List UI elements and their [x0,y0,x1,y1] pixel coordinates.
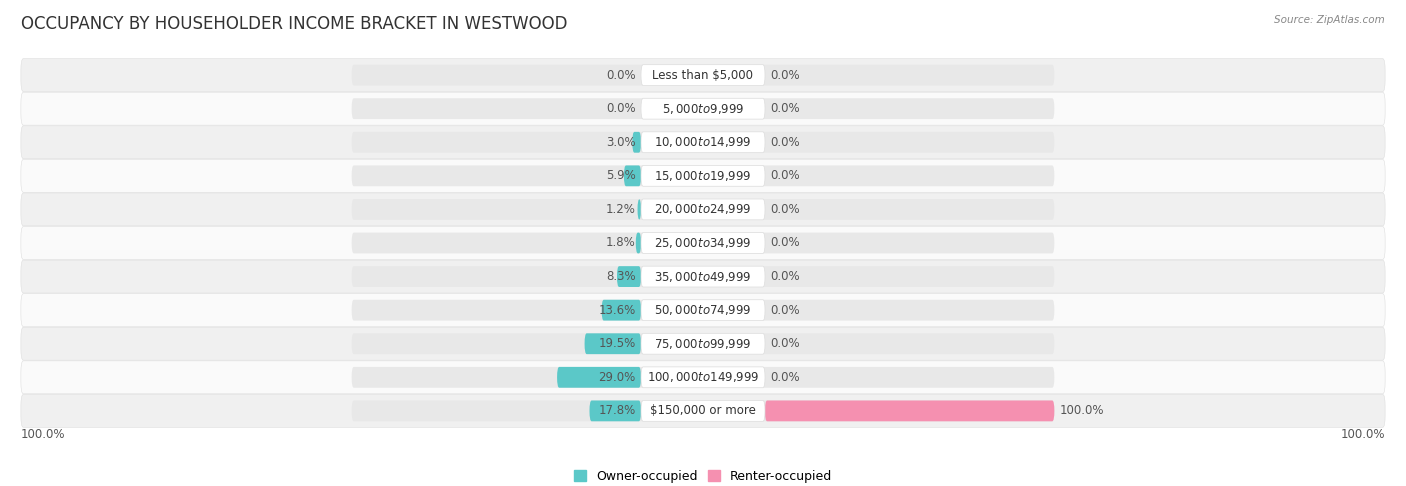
FancyBboxPatch shape [21,92,1385,125]
Text: 0.0%: 0.0% [770,304,800,317]
Text: $15,000 to $19,999: $15,000 to $19,999 [654,169,752,183]
Text: 1.8%: 1.8% [606,237,636,249]
Text: Less than $5,000: Less than $5,000 [652,69,754,82]
FancyBboxPatch shape [624,165,641,186]
Text: 19.5%: 19.5% [598,337,636,350]
Text: 8.3%: 8.3% [606,270,636,283]
FancyBboxPatch shape [21,159,1385,192]
FancyBboxPatch shape [21,395,1385,427]
FancyBboxPatch shape [352,400,1054,421]
Text: 0.0%: 0.0% [770,371,800,384]
FancyBboxPatch shape [641,98,765,119]
FancyBboxPatch shape [352,367,1054,388]
FancyBboxPatch shape [641,165,765,186]
Text: 0.0%: 0.0% [770,102,800,115]
FancyBboxPatch shape [641,199,765,220]
Text: $75,000 to $99,999: $75,000 to $99,999 [654,337,752,351]
FancyBboxPatch shape [352,98,1054,119]
Text: 100.0%: 100.0% [1060,404,1104,417]
Text: 13.6%: 13.6% [598,304,636,317]
FancyBboxPatch shape [352,132,1054,153]
FancyBboxPatch shape [21,59,1385,91]
Text: $150,000 or more: $150,000 or more [650,404,756,417]
FancyBboxPatch shape [633,132,641,153]
FancyBboxPatch shape [352,199,1054,220]
FancyBboxPatch shape [641,65,765,86]
FancyBboxPatch shape [641,333,765,354]
FancyBboxPatch shape [602,300,641,321]
FancyBboxPatch shape [21,126,1385,159]
FancyBboxPatch shape [617,266,641,287]
FancyBboxPatch shape [637,199,641,220]
Text: $50,000 to $74,999: $50,000 to $74,999 [654,303,752,317]
Text: $20,000 to $24,999: $20,000 to $24,999 [654,203,752,216]
Text: Source: ZipAtlas.com: Source: ZipAtlas.com [1274,15,1385,25]
Text: $35,000 to $49,999: $35,000 to $49,999 [654,270,752,283]
FancyBboxPatch shape [352,165,1054,186]
Text: $100,000 to $149,999: $100,000 to $149,999 [647,370,759,384]
Text: 0.0%: 0.0% [606,69,636,82]
Text: 0.0%: 0.0% [770,270,800,283]
FancyBboxPatch shape [352,65,1054,86]
FancyBboxPatch shape [641,132,765,153]
FancyBboxPatch shape [765,400,1054,421]
Text: 0.0%: 0.0% [770,337,800,350]
Text: 100.0%: 100.0% [21,428,66,441]
Text: 3.0%: 3.0% [606,136,636,149]
Text: 5.9%: 5.9% [606,169,636,182]
FancyBboxPatch shape [21,193,1385,226]
FancyBboxPatch shape [589,400,641,421]
FancyBboxPatch shape [21,327,1385,360]
FancyBboxPatch shape [641,300,765,321]
Text: 0.0%: 0.0% [770,203,800,216]
Text: 0.0%: 0.0% [606,102,636,115]
FancyBboxPatch shape [21,260,1385,293]
Text: 0.0%: 0.0% [770,169,800,182]
Text: 0.0%: 0.0% [770,237,800,249]
FancyBboxPatch shape [21,294,1385,327]
FancyBboxPatch shape [641,233,765,253]
Text: 17.8%: 17.8% [598,404,636,417]
FancyBboxPatch shape [641,400,765,421]
Text: 29.0%: 29.0% [598,371,636,384]
FancyBboxPatch shape [641,367,765,388]
Text: 100.0%: 100.0% [1340,428,1385,441]
Text: 1.2%: 1.2% [606,203,636,216]
FancyBboxPatch shape [21,226,1385,260]
Text: OCCUPANCY BY HOUSEHOLDER INCOME BRACKET IN WESTWOOD: OCCUPANCY BY HOUSEHOLDER INCOME BRACKET … [21,15,568,33]
FancyBboxPatch shape [641,266,765,287]
Text: 0.0%: 0.0% [770,136,800,149]
FancyBboxPatch shape [352,300,1054,321]
FancyBboxPatch shape [557,367,641,388]
FancyBboxPatch shape [352,333,1054,354]
Text: $25,000 to $34,999: $25,000 to $34,999 [654,236,752,250]
Text: $10,000 to $14,999: $10,000 to $14,999 [654,135,752,149]
FancyBboxPatch shape [585,333,641,354]
Text: $5,000 to $9,999: $5,000 to $9,999 [662,102,744,116]
Text: 0.0%: 0.0% [770,69,800,82]
Legend: Owner-occupied, Renter-occupied: Owner-occupied, Renter-occupied [568,465,838,486]
FancyBboxPatch shape [636,233,641,253]
FancyBboxPatch shape [352,266,1054,287]
FancyBboxPatch shape [352,233,1054,253]
FancyBboxPatch shape [21,361,1385,394]
